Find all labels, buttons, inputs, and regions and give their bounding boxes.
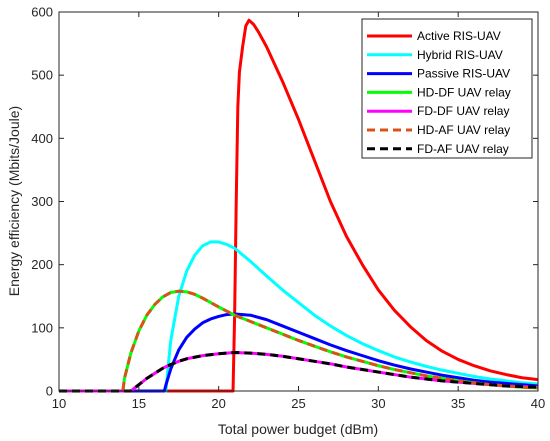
series-line-2: [59, 240, 539, 393]
x-tick-label: 10: [52, 396, 66, 411]
x-tick-label: 30: [371, 396, 385, 411]
legend-label-2: Hybrid RIS-UAV: [417, 48, 503, 62]
x-axis-label: Total power budget (dBm): [218, 421, 378, 437]
x-tick-label: 20: [211, 396, 225, 411]
y-tick-label: 400: [31, 131, 53, 146]
y-tick-label: 200: [31, 257, 53, 272]
x-tick-label: 25: [291, 396, 305, 411]
legend-label-3: Passive RIS-UAV: [417, 67, 510, 81]
legend-label-5: FD-DF UAV relay: [417, 104, 509, 118]
legend-box: [361, 18, 533, 159]
y-tick-label: 500: [31, 68, 53, 83]
y-tick-label: 600: [31, 5, 53, 20]
x-tick-label: 35: [451, 396, 465, 411]
x-tick-label: 40: [531, 396, 545, 411]
series-line-1: [59, 18, 539, 393]
y-axis-label: Energy efficiency (Mbits/Joule): [6, 106, 22, 296]
series-layer: [59, 18, 539, 393]
legend-label-7: FD-AF UAV relay: [417, 142, 509, 156]
series-line-7: [59, 350, 539, 393]
y-tick-label: 0: [46, 384, 53, 399]
series-line-6: [59, 289, 539, 393]
series-line-3: [59, 312, 539, 393]
y-tick-label: 100: [31, 320, 53, 335]
legend-label-1: Active RIS-UAV: [417, 29, 501, 43]
legend-label-6: HD-AF UAV relay: [417, 123, 510, 137]
legend-label-4: HD-DF UAV relay: [417, 85, 511, 99]
y-tick-label: 300: [31, 194, 53, 209]
x-tick-label: 15: [132, 396, 146, 411]
legend: Active RIS-UAV Hybrid RIS-UAV Passive RIS-…: [361, 18, 533, 159]
